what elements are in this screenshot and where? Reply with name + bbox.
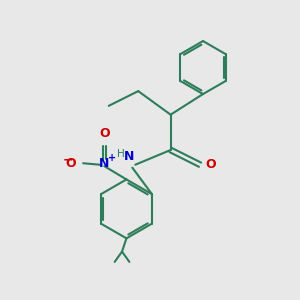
Text: +: +	[108, 153, 116, 163]
Text: H: H	[117, 149, 124, 159]
Text: O: O	[206, 158, 216, 171]
Text: −: −	[63, 153, 74, 166]
Text: O: O	[99, 127, 110, 140]
Text: O: O	[66, 157, 76, 170]
Text: N: N	[123, 150, 134, 163]
Text: N: N	[99, 157, 110, 170]
